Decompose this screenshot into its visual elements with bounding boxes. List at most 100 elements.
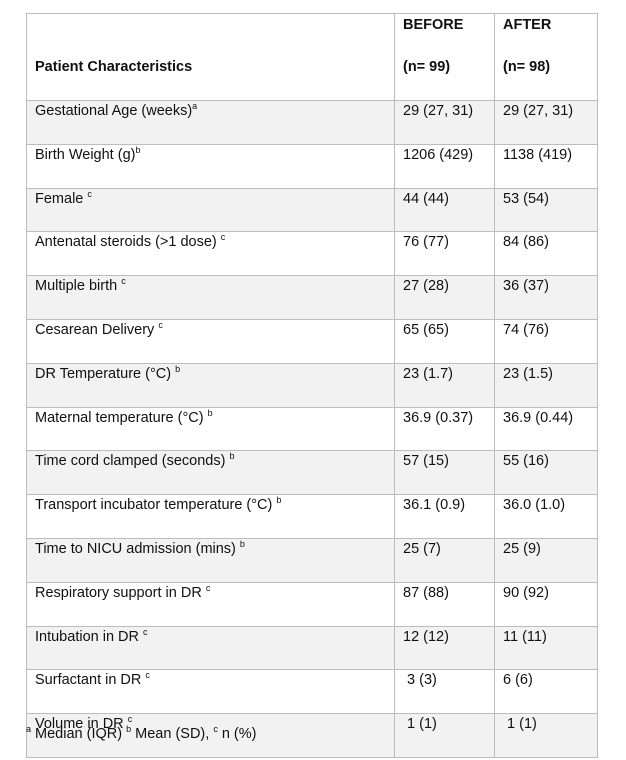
row-after-value: 1 (1) [494, 713, 598, 758]
row-label: Transport incubator temperature (°C) [35, 497, 277, 514]
row-label: DR Temperature (°C) [35, 365, 176, 382]
row-label-cell: Birth Weight (g)b [26, 143, 395, 189]
row-label: Intubation in DR [35, 628, 144, 645]
footnote-mark-a: a [26, 724, 32, 734]
row-label-cell: Female c [26, 187, 395, 233]
patient-characteristics-table: Patient Characteristics BEFORE (n= 99) A… [26, 13, 598, 758]
row-after-value: 11 (11) [494, 625, 598, 671]
row-label: Birth Weight (g) [35, 146, 136, 163]
table-header-row: Patient Characteristics BEFORE (n= 99) A… [26, 13, 598, 101]
row-before-value: 36.1 (0.9) [394, 494, 495, 539]
row-after-value: 36.9 (0.44) [494, 406, 598, 452]
row-footnote-mark: c [145, 670, 150, 681]
row-after-value: 53 (54) [494, 187, 598, 233]
table-row: Multiple birth c 27 (28) 36 (37) [26, 275, 598, 320]
row-after-value: 25 (9) [494, 537, 598, 583]
table-row: Antenatal steroids (>1 dose) c 76 (77) 84 … [26, 231, 598, 277]
header-before-n: (n= 99) [403, 59, 451, 75]
row-after-value: 23 (1.5) [494, 362, 598, 408]
row-footnote-mark: b [175, 363, 181, 374]
row-label: Cesarean Delivery [35, 321, 159, 338]
row-before-value: 36.9 (0.37) [394, 406, 495, 452]
table-row: Maternal temperature (°C) b 36.9 (0.37) 36… [26, 406, 598, 452]
row-label-cell: Time to NICU admission (mins) b [26, 537, 395, 583]
row-label: Multiple birth [35, 278, 122, 295]
table-row: Female c 44 (44) 53 (54) [26, 187, 598, 233]
row-label: Female [35, 190, 88, 207]
header-after-n: (n= 98) [503, 59, 551, 75]
row-label: Surfactant in DR [35, 672, 146, 689]
table-footnote: a Median (IQR) b Mean (SD), c n (%) [26, 724, 257, 743]
row-footnote-mark: c [220, 232, 226, 243]
row-label-cell: DR Temperature (°C) b [26, 362, 395, 408]
table-row: Surfactant in DR c 3 (3) 6 (6) [26, 669, 598, 715]
table-row: Birth Weight (g)b 1206 (429) 1138 (419) [26, 143, 598, 189]
row-footnote-mark: c [158, 319, 163, 330]
row-footnote-mark: a [192, 101, 198, 111]
row-label-cell: Respiratory support in DR c [26, 581, 395, 627]
footnote-mark-b: b [126, 724, 132, 734]
row-before-value: 87 (88) [394, 581, 495, 627]
header-label-cell: Patient Characteristics [26, 13, 395, 101]
row-label-cell: Maternal temperature (°C) b [26, 406, 395, 452]
row-footnote-mark: b [207, 407, 213, 418]
table-row: Time to NICU admission (mins) b 25 (7) 25 … [26, 537, 598, 583]
row-label-cell: Gestational Age (weeks)a [26, 100, 395, 145]
row-after-value: 74 (76) [494, 318, 598, 364]
row-footnote-mark: b [239, 538, 245, 549]
row-before-value: 57 (15) [394, 450, 495, 496]
row-before-value: 1 (1) [394, 713, 495, 758]
row-footnote-mark: b [276, 495, 282, 506]
row-after-value: 1138 (419) [494, 143, 598, 189]
row-before-value: 76 (77) [394, 231, 495, 277]
row-after-value: 84 (86) [494, 231, 598, 277]
row-label: Respiratory support in DR [35, 584, 206, 601]
row-footnote-mark: c [121, 276, 126, 287]
row-after-value: 36 (37) [494, 275, 598, 320]
row-label: Volume in DR [35, 716, 128, 733]
header-before-cell: BEFORE (n= 99) [394, 13, 495, 101]
row-footnote-mark: c [205, 582, 211, 593]
table-row: Respiratory support in DR c 87 (88) 90 (92… [26, 581, 598, 627]
row-before-value: 1206 (429) [394, 143, 495, 189]
row-before-value: 27 (28) [394, 275, 495, 320]
row-footnote-mark: b [229, 451, 235, 462]
row-label-cell: Cesarean Delivery c [26, 318, 395, 364]
row-after-value: 6 (6) [494, 669, 598, 715]
header-after-cell: AFTER (n= 98) [494, 13, 598, 101]
row-after-value: 36.0 (1.0) [494, 494, 598, 539]
row-label-cell: Intubation in DR c [26, 625, 395, 671]
header-after-title: AFTER [503, 17, 552, 33]
row-footnote-mark: c [143, 626, 148, 637]
footnote-mark-c: c [213, 724, 218, 734]
row-label-cell: Transport incubator temperature (°C) b [26, 494, 395, 539]
row-label-cell: Surfactant in DR c [26, 669, 395, 715]
row-label-cell: Antenatal steroids (>1 dose) c [26, 231, 395, 277]
row-before-value: 23 (1.7) [394, 362, 495, 408]
row-before-value: 44 (44) [394, 187, 495, 233]
row-label: Time to NICU admission (mins) [35, 540, 240, 557]
row-before-value: 65 (65) [394, 318, 495, 364]
footnote-text-c: n (%) [217, 726, 257, 742]
footnote-text-b: Mean (SD), [131, 726, 214, 742]
table-row: Time cord clamped (seconds) b 57 (15) 55 (… [26, 450, 598, 496]
header-label: Patient Characteristics [35, 59, 193, 75]
row-before-value: 3 (3) [394, 669, 495, 715]
row-after-value: 90 (92) [494, 581, 598, 627]
table-row: Cesarean Delivery c 65 (65) 74 (76) [26, 318, 598, 364]
table-row: Transport incubator temperature (°C) b 36… [26, 494, 598, 539]
row-label: Maternal temperature (°C) [35, 409, 208, 426]
table-row: DR Temperature (°C) b 23 (1.7) 23 (1.5) [26, 362, 598, 408]
row-footnote-mark: b [135, 144, 141, 155]
row-footnote-mark: c [87, 188, 92, 199]
table-row: Intubation in DR c 12 (12) 11 (11) [26, 625, 598, 671]
header-before-title: BEFORE [403, 17, 464, 33]
row-label-cell: Volume in DR c [26, 713, 395, 758]
row-before-value: 25 (7) [394, 537, 495, 583]
row-before-value: 12 (12) [394, 625, 495, 671]
table-row: Volume in DR c 1 (1) 1 (1) [26, 713, 598, 758]
row-after-value: 55 (16) [494, 450, 598, 496]
footnote-text-a: Median (IQR) [31, 726, 127, 742]
table-row: Gestational Age (weeks)a 29 (27, 31) 29 (2… [26, 100, 598, 145]
row-footnote-mark: c [127, 714, 133, 725]
